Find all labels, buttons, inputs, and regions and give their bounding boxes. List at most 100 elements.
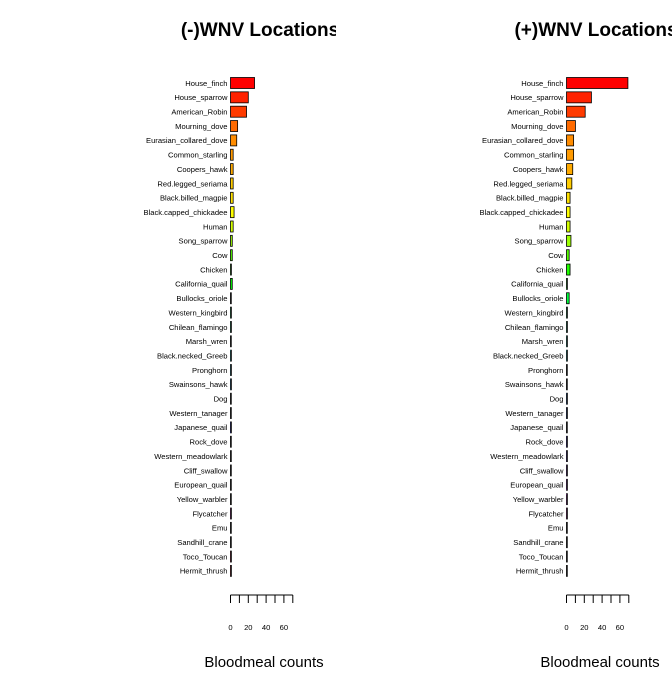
bar [230,521,232,534]
category-label: House_finch [185,79,227,88]
x-axis-label: Bloodmeal counts [204,654,323,671]
bar [566,321,568,333]
bar [230,550,232,563]
bar [566,148,575,161]
category-label: Emu [548,524,564,533]
bar [566,392,568,405]
bar [230,177,234,190]
category-label: Song_sparrow [179,237,228,246]
category-label: California_quail [175,280,228,289]
bar [566,521,568,534]
category-label: Western_kingbird [505,308,564,317]
category-label: Swainsons_hawk [505,380,564,389]
category-label: Pronghorn [192,366,227,375]
bar [230,292,232,305]
bar [230,507,232,520]
bar [566,134,575,147]
category-label: Yellow_warbler [177,495,228,504]
category-label: Common_starling [504,151,564,160]
bar [230,450,232,463]
category-label: Red.legged_seriama [157,179,228,188]
bar [566,177,573,190]
bar [566,435,568,448]
category-label: Chicken [200,265,227,274]
bar [566,464,568,477]
bar [230,191,234,204]
category-label: Marsh_wren [522,337,564,346]
bar [566,292,570,305]
bar [230,277,233,290]
bar [566,77,629,89]
category-label: Western_kingbird [169,308,228,317]
bar [566,220,571,233]
category-label: Eurasian_collared_dove [146,136,227,145]
category-label: Japanese_quail [174,423,228,432]
bar [230,163,234,176]
category-label: House_sparrow [510,93,564,102]
bar [566,277,568,290]
bar [230,306,232,319]
bar [566,493,568,506]
category-label: House_sparrow [174,93,228,102]
bar [230,421,232,434]
category-label: Black.capped_chickadee [143,208,227,217]
category-label: Coopers_hawk [177,165,228,174]
category-label: Western_meadowlark [154,452,228,461]
category-label: Black.necked_Greeb [157,351,228,360]
category-label: Western_meadowlark [490,452,564,461]
category-label: Hermit_thrush [516,567,564,576]
category-label: Human [203,222,227,231]
category-label: Mourning_dove [175,122,227,131]
bar [230,263,232,276]
category-label: Toco_Toucan [519,552,564,561]
bar [230,148,234,161]
chart-title: (-)WNV Locations [181,20,339,41]
bar [566,550,568,563]
bar [230,234,233,247]
bar [230,349,232,362]
bar [566,306,568,319]
bar [230,335,232,348]
category-label: Marsh_wren [186,337,228,346]
bar [230,105,247,118]
category-label: Emu [212,524,228,533]
bar [566,478,568,491]
bar [230,378,232,391]
bar [230,364,232,376]
bar [566,120,576,132]
bar [230,321,232,333]
category-label: Black.billed_magpie [496,194,564,203]
x-tick-label: 40 [262,623,270,632]
bar [230,134,238,147]
bar [566,163,574,176]
category-label: Hermit_thrush [180,567,228,576]
bar [566,450,568,463]
category-label: Cliff_swallow [520,466,564,475]
bar [230,464,232,477]
bar [566,364,568,376]
category-label: Bullocks_oriole [512,294,563,303]
category-label: Rock_dove [190,438,228,447]
bar [566,378,568,391]
category-label: Western_tanager [169,409,228,418]
category-label: Cliff_swallow [184,466,228,475]
category-label: American_Robin [507,108,563,117]
chart-panel-2: (+)WNV Locations House_finch House_sparrow… [479,20,672,671]
category-label: Eurasian_collared_dove [482,136,563,145]
category-label: European_quail [174,481,228,490]
bar [566,421,568,434]
x-tick-label: 0 [564,623,568,632]
x-tick-label: 60 [280,623,288,632]
category-label: California_quail [511,280,564,289]
category-label: Human [539,222,563,231]
category-label: Black.capped_chickadee [479,208,563,217]
x-tick-label: 20 [244,623,252,632]
bar [566,263,571,276]
bar [566,206,571,219]
category-label: American_Robin [171,108,227,117]
category-label: Coopers_hawk [513,165,564,174]
category-label: Red.legged_seriama [493,179,564,188]
category-label: Dog [550,395,564,404]
